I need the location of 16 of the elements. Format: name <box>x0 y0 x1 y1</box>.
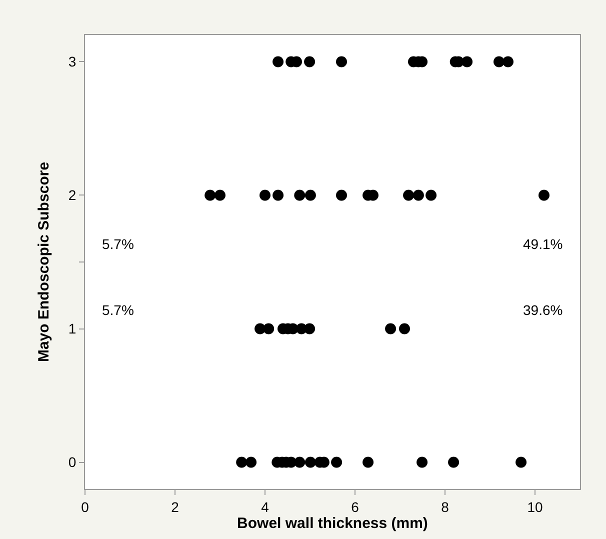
y-tick-label: 2 <box>68 187 76 204</box>
y-tick-label: 1 <box>68 320 76 337</box>
annotation: 39.6% <box>523 302 563 318</box>
x-tick-label: 8 <box>441 498 450 515</box>
x-axis-title: Bowel wall thickness (mm) <box>237 514 428 532</box>
annotation: 5.7% <box>102 302 134 318</box>
y-axis-title: Mayo Endoscopic Subscore <box>36 162 53 362</box>
x-tick-label: 2 <box>171 498 180 515</box>
x-tick-label: 4 <box>261 498 270 515</box>
annotation: 5.7% <box>102 236 134 252</box>
annotation: 49.1% <box>523 236 563 252</box>
y-tick-label: 3 <box>68 54 76 70</box>
x-tick-label: 10 <box>527 498 543 515</box>
x-tick-label: 6 <box>351 498 360 515</box>
y-tick-label: 0 <box>68 454 76 470</box>
x-tick-label: 0 <box>81 498 90 515</box>
